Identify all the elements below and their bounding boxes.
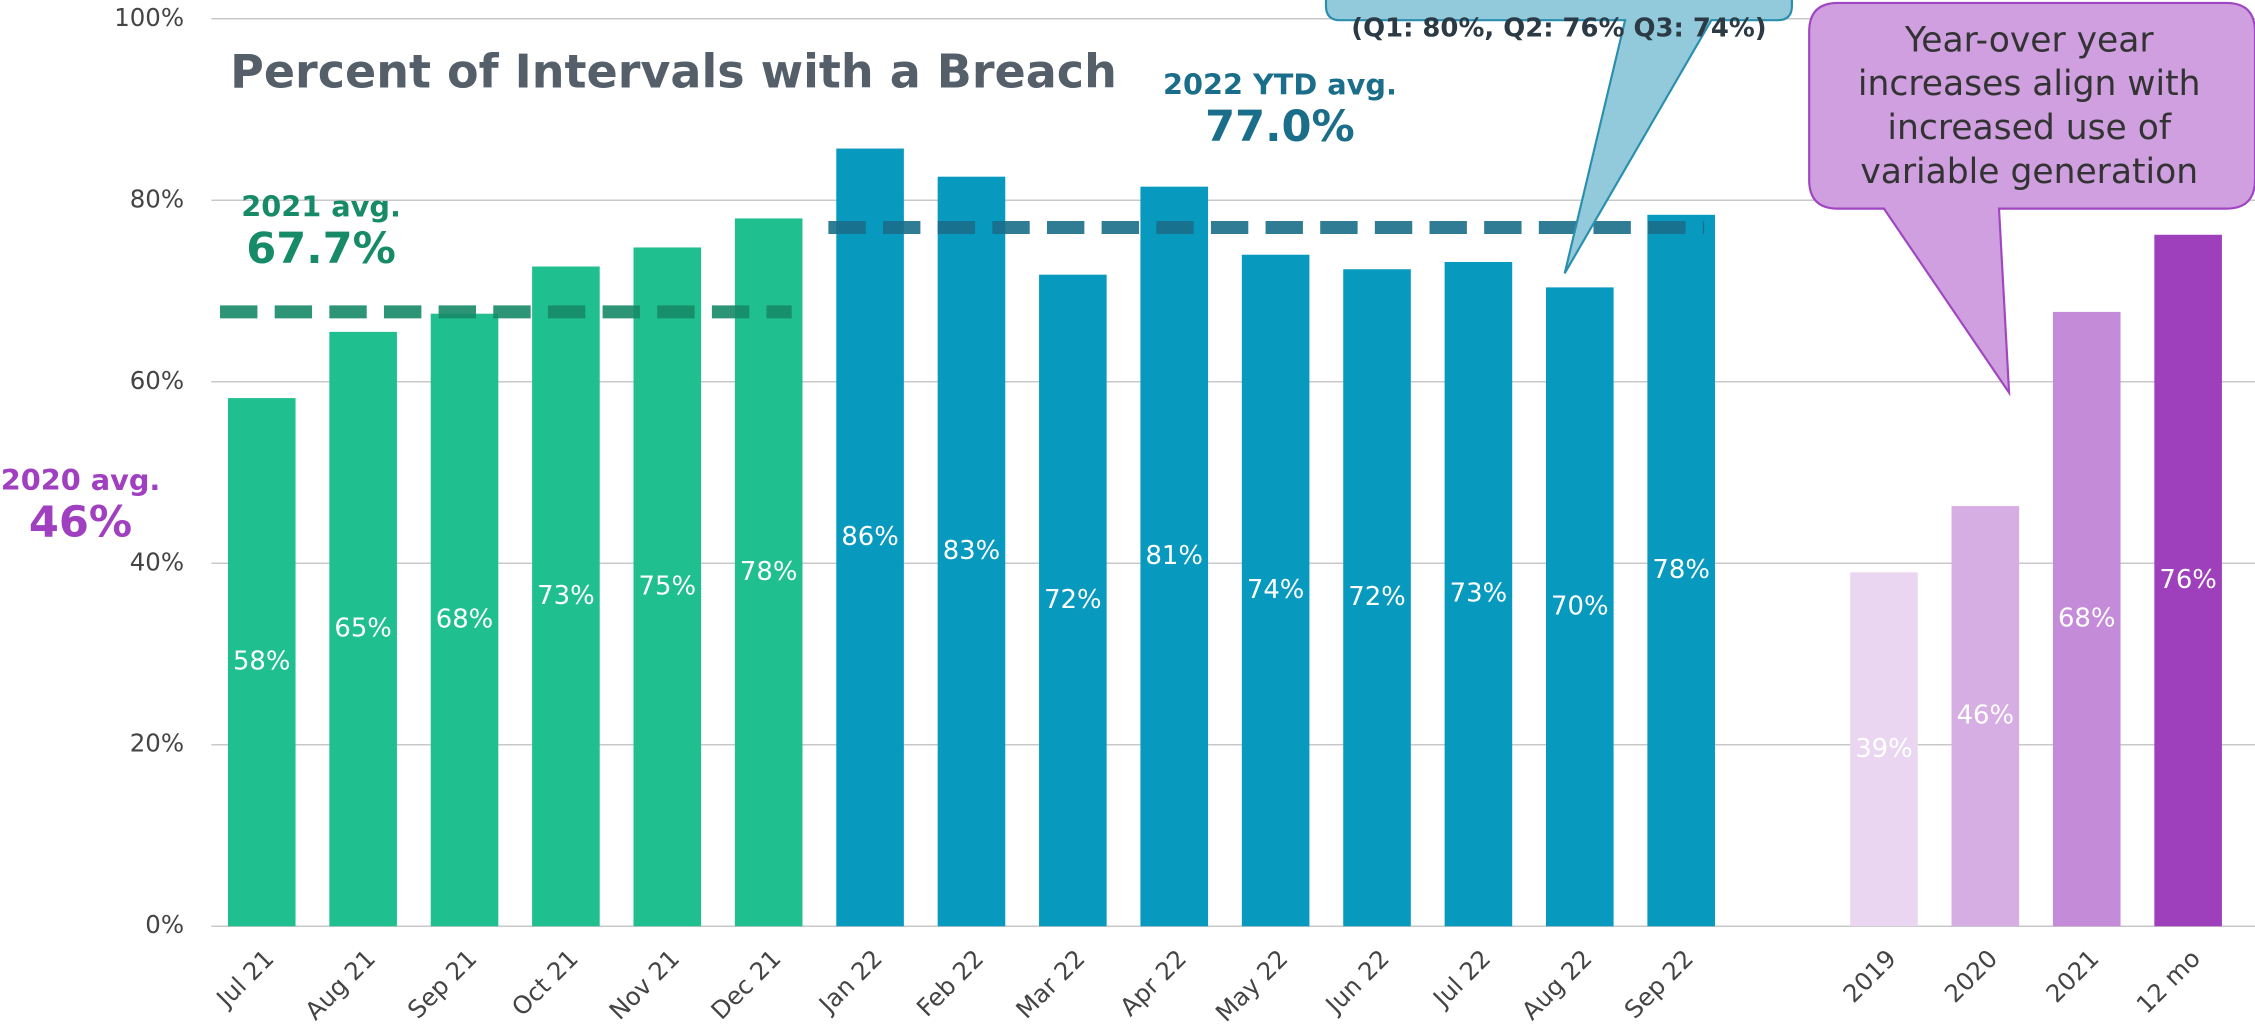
bar xyxy=(734,218,803,927)
bar xyxy=(532,266,600,927)
data-label: 65% xyxy=(334,614,392,644)
x-tick-label: 12 mo xyxy=(2131,944,2206,1019)
data-label: 68% xyxy=(436,604,494,634)
bar xyxy=(2154,234,2222,927)
y-tick-label: 20% xyxy=(130,729,184,758)
x-tick-label: May 22 xyxy=(1210,944,1294,1027)
bar xyxy=(1545,287,1614,927)
data-label: 78% xyxy=(740,557,798,587)
average-label: 2022 YTD avg. xyxy=(1163,68,1397,102)
bar xyxy=(329,331,397,927)
bar xyxy=(633,247,702,927)
x-tick-label: Aug 22 xyxy=(1516,944,1598,1026)
bar xyxy=(836,148,904,927)
x-tick-label: Jul 21 xyxy=(209,944,279,1014)
callout-line: increases align with xyxy=(1858,64,2201,104)
x-tick-label: Jul 22 xyxy=(1426,944,1496,1014)
data-label: 72% xyxy=(1348,582,1406,612)
data-label: 74% xyxy=(1247,575,1305,605)
chart-title: Percent of Intervals with a Breach xyxy=(230,44,1117,98)
data-label: 46% xyxy=(1957,701,2015,731)
y-tick-label: 100% xyxy=(114,3,184,32)
data-label: 68% xyxy=(2058,604,2116,634)
data-label: 78% xyxy=(1652,555,1710,585)
x-tick-label: Mar 22 xyxy=(1010,944,1091,1025)
x-tick-label: Jun 22 xyxy=(1318,944,1394,1020)
x-tick-label: 2019 xyxy=(1837,944,1901,1008)
bar xyxy=(1850,572,1918,927)
data-label: 76% xyxy=(2159,565,2217,595)
bar xyxy=(937,176,1006,927)
data-label: 39% xyxy=(1855,734,1913,764)
bar xyxy=(1647,214,1715,927)
data-label: 86% xyxy=(841,522,899,552)
bar xyxy=(1241,254,1310,927)
bar xyxy=(1343,269,1411,927)
callout-line: Year-over year xyxy=(1904,20,2155,60)
x-tick-label: Sep 22 xyxy=(1618,944,1699,1025)
data-label: 75% xyxy=(639,571,697,601)
callout-bubble xyxy=(1324,0,1793,274)
average-value: 77.0% xyxy=(1205,102,1355,152)
x-tick-label: Dec 21 xyxy=(705,944,786,1025)
bar xyxy=(1039,274,1107,927)
bar xyxy=(227,398,296,927)
average-value: 67.7% xyxy=(246,224,396,274)
data-label: 72% xyxy=(1044,585,1102,615)
x-tick-label: Sep 21 xyxy=(402,944,483,1025)
bar xyxy=(1951,506,2020,927)
data-label: 73% xyxy=(537,581,595,611)
x-tick-label: Nov 21 xyxy=(603,944,685,1026)
y-tick-label: 40% xyxy=(130,547,184,576)
data-label: 70% xyxy=(1551,591,1609,621)
average-label: 2020 avg. xyxy=(1,463,161,497)
average-label: 2021 avg. xyxy=(241,189,401,223)
x-tick-label: 2020 xyxy=(1939,944,2003,1008)
callout-line: increased use of xyxy=(1887,108,2171,148)
y-tick-label: 0% xyxy=(145,910,184,939)
bar xyxy=(1444,261,1513,927)
x-tick-label: Oct 21 xyxy=(506,944,584,1022)
callout-text: (Q1: 80%, Q2: 76% Q3: 74%) xyxy=(1351,13,1766,43)
bar xyxy=(1140,186,1209,927)
y-tick-label: 80% xyxy=(130,184,184,213)
x-tick-label: Feb 22 xyxy=(911,944,990,1023)
average-value: 46% xyxy=(29,498,132,548)
data-label: 81% xyxy=(1145,541,1203,571)
data-label: 73% xyxy=(1450,579,1508,609)
x-tick-label: Apr 22 xyxy=(1114,944,1192,1022)
data-label: 83% xyxy=(943,536,1001,566)
bar xyxy=(2052,311,2121,927)
x-tick-label: Aug 21 xyxy=(299,944,381,1026)
data-label: 58% xyxy=(233,647,291,677)
bar xyxy=(430,313,499,927)
callout-line: variable generation xyxy=(1860,152,2198,192)
reference-lines: 2020 avg.46% 2021 avg.67.7% 2022 YTD avg.7… xyxy=(1,68,1705,548)
x-tick-label: Jan 22 xyxy=(812,944,888,1020)
y-tick-label: 60% xyxy=(130,366,184,395)
x-tick-label: 2021 xyxy=(2040,944,2104,1008)
bars: Jul 21 58% Aug 21 65% Sep 21 68% Oct 21 73% Nov … xyxy=(209,148,2222,1027)
